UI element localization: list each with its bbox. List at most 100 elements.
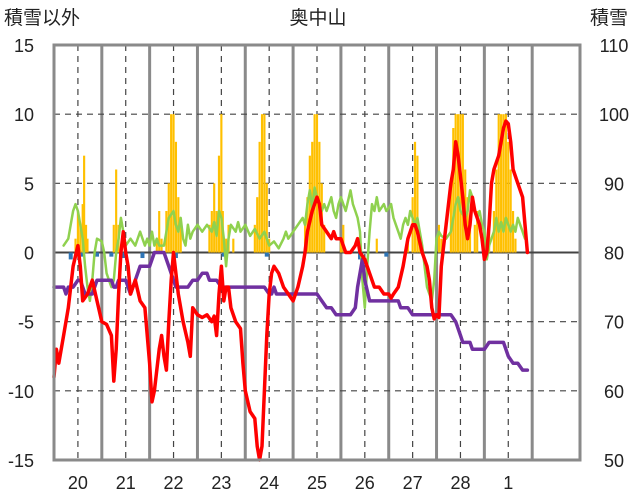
precip-bar: [318, 141, 321, 253]
precip-bar: [476, 211, 479, 253]
precip-bar: [452, 128, 455, 253]
right-axis-label: 積雪: [590, 7, 628, 29]
right-tick-label: 90: [604, 174, 624, 194]
neg-precip-bar: [384, 252, 389, 257]
neg-precip-bar: [221, 252, 226, 257]
right-tick-label: 60: [604, 382, 624, 402]
precip-bar: [466, 197, 469, 253]
precip-bar: [79, 224, 82, 253]
neg-precip-bar: [95, 252, 100, 257]
x-tick-label: 26: [355, 473, 375, 493]
precip-bar: [112, 224, 115, 253]
left-tick-label: 5: [24, 174, 34, 194]
left-tick-label: -15: [8, 451, 34, 471]
series-lines: [52, 119, 530, 462]
neg-precip-bar: [173, 252, 178, 259]
precip-bar: [253, 224, 256, 253]
chart-title: 奥中山: [289, 7, 346, 29]
x-tick-label: 22: [164, 473, 184, 493]
precip-bar: [174, 141, 178, 253]
snow_depth-line: [52, 250, 530, 372]
precip-bar: [74, 238, 77, 253]
precip-bar: [76, 211, 79, 253]
x-tick-label: 20: [68, 473, 88, 493]
precip-bar: [440, 238, 443, 253]
precip-bar: [155, 238, 158, 253]
precip-bar: [232, 238, 235, 253]
precip-bar: [413, 141, 417, 253]
left-tick-label: 0: [24, 244, 34, 264]
precip-bar: [263, 114, 266, 253]
neg-precip-bar: [80, 252, 85, 257]
precip-bar: [456, 114, 460, 253]
x-tick-label: 1: [503, 473, 513, 493]
right-tick-label: 80: [604, 244, 624, 264]
left-tick-label: 15: [14, 36, 34, 56]
x-tick-label: 24: [259, 473, 279, 493]
precip-bar: [208, 224, 211, 253]
precip-bar: [115, 169, 118, 253]
precip-bar: [220, 114, 223, 253]
precip-bar: [313, 114, 316, 253]
precip-bar: [497, 114, 500, 253]
left-tick-label: 10: [14, 105, 34, 125]
temperature-line: [52, 119, 530, 462]
precip-bar: [509, 169, 512, 253]
precip-bar: [500, 114, 503, 253]
x-tick-label: 27: [403, 473, 423, 493]
precip-bar: [449, 183, 452, 253]
precip-bar: [158, 211, 161, 253]
precip-bar: [342, 224, 345, 253]
plot-frame: [52, 43, 582, 462]
neg-precip-bar: [68, 252, 73, 260]
precip-bar: [83, 155, 86, 253]
precip-bar: [213, 183, 216, 253]
neg-precip-bar: [140, 252, 145, 259]
precip-bar: [495, 169, 498, 253]
precip-bar: [308, 155, 311, 253]
x-tick-label: 23: [211, 473, 231, 493]
neg-precip-bar: [109, 252, 114, 257]
wind-line: [62, 186, 527, 310]
precip-bar: [468, 224, 472, 253]
right-tick-label: 110: [600, 36, 629, 56]
grid: [54, 45, 580, 460]
precip-bar: [454, 114, 457, 253]
precip-bar: [502, 114, 505, 253]
precip-bar: [265, 183, 268, 253]
left-tick-label: -10: [8, 382, 34, 402]
precip-bar: [507, 141, 510, 253]
neg-precip-bar: [121, 252, 126, 259]
left-axis-label: 積雪以外: [4, 7, 80, 29]
precip-bar: [217, 155, 221, 253]
precip-bar: [511, 211, 515, 253]
x-tick-label: 21: [116, 473, 136, 493]
right-tick-label: 100: [599, 105, 629, 125]
precip-bar: [375, 238, 378, 253]
precip-bar: [437, 224, 441, 253]
precip-bar: [416, 155, 419, 253]
precip-bar: [179, 224, 182, 253]
precip-bar: [260, 114, 264, 253]
precip-bar: [84, 224, 88, 253]
precip-bar: [339, 238, 342, 253]
precip-bar: [86, 238, 89, 253]
left-tick-label: -5: [18, 313, 34, 333]
precip-bar: [514, 238, 517, 253]
right-tick-label: 50: [604, 451, 624, 471]
x-tick-label: 25: [307, 473, 327, 493]
precip-bar: [311, 141, 314, 253]
precip-bar: [315, 114, 319, 253]
precip-bar: [473, 224, 476, 253]
neg-precip-bar: [264, 252, 269, 257]
x-tick-label: 28: [450, 473, 470, 493]
precip-bar: [323, 224, 326, 253]
precip-bar: [256, 197, 259, 253]
precip-bar: [81, 204, 84, 253]
precip-bar: [258, 141, 261, 253]
precip-bar: [172, 114, 175, 253]
precip-bar: [504, 114, 507, 253]
precip-bar: [170, 114, 173, 253]
axis-ticks: 20 21 22 23 24 25 26 27 28 1 15 110 10 100 5 90 0 80 -5 70 -…: [8, 36, 629, 493]
